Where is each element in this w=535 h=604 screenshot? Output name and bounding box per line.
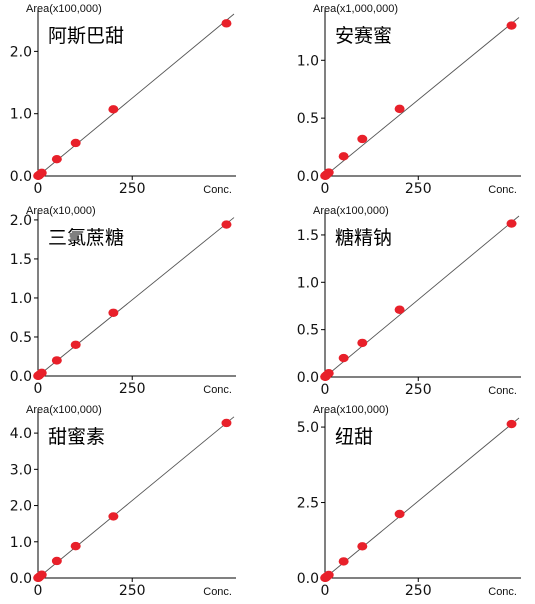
data-point	[36, 368, 47, 378]
fit-line	[324, 417, 520, 579]
fit-line	[37, 13, 235, 177]
y-tick-label: 1.5	[297, 228, 319, 244]
x-tick-label: 0	[321, 181, 330, 197]
y-tick-label: 2.0	[10, 499, 32, 515]
data-point	[506, 419, 517, 429]
y-tick-label: 1.0	[10, 535, 32, 551]
x-tick-label: 250	[119, 583, 146, 599]
data-point	[221, 19, 232, 28]
data-point	[108, 512, 119, 521]
data-point	[394, 104, 405, 114]
y-unit-label: Area(x100,000)	[26, 3, 102, 15]
y-tick-label: 0.0	[297, 370, 319, 386]
chart-title: 甜蜜素	[48, 426, 105, 448]
data-point	[221, 418, 232, 428]
x-tick-label: 0	[321, 583, 330, 599]
data-point	[51, 154, 62, 164]
y-tick-label: 4.0	[10, 426, 32, 442]
y-unit-label: Area(x100,000)	[26, 404, 102, 416]
data-point	[108, 308, 119, 317]
chart-title: 三氯蔗糖	[48, 227, 124, 249]
data-point	[338, 353, 349, 363]
x-tick-label: 250	[405, 181, 432, 197]
data-point	[338, 557, 349, 566]
y-tick-label: 0.5	[10, 330, 32, 346]
y-tick-label: 1.5	[10, 252, 32, 268]
data-point	[506, 21, 517, 30]
data-point	[357, 338, 368, 348]
x-tick-label: 250	[119, 181, 146, 197]
y-tick-label: 0.0	[10, 571, 32, 587]
fit-line	[324, 215, 520, 378]
y-tick-label: 0.0	[10, 169, 32, 185]
x-axis-label: Conc.	[203, 586, 232, 598]
data-point	[338, 152, 349, 161]
y-tick-label: 1.0	[297, 275, 319, 291]
y-tick-label: 1.0	[297, 53, 319, 69]
y-tick-label: 2.5	[297, 496, 319, 512]
chart-panel-3: Area(x10,000) 0.0 0.5 1.0 1.5 2.0 0 250 Conc. 三氯蔗…	[10, 205, 236, 397]
x-axis-label: Conc.	[203, 384, 232, 396]
chart-panel-1: Area(x100,000) 0.0 1.0 2.0 0 250 Conc. 阿斯巴甜	[10, 3, 236, 197]
chart-panel-2: Area(x1,000,000) 0.0 0.5 1.0 0 250 Conc. 安赛蜜	[297, 3, 521, 197]
chart-title: 安赛蜜	[335, 25, 392, 47]
data-point	[394, 305, 405, 314]
y-unit-label: Area(x1,000,000)	[313, 3, 398, 15]
x-tick-label: 0	[34, 181, 43, 197]
data-point	[506, 219, 517, 228]
fit-line	[37, 416, 235, 579]
chart-title: 糖精钠	[335, 227, 392, 249]
y-tick-label: 0.5	[297, 323, 319, 339]
data-point	[108, 105, 119, 114]
x-tick-label: 250	[405, 583, 432, 599]
x-tick-label: 0	[34, 583, 43, 599]
data-point	[70, 138, 81, 148]
x-tick-label: 0	[34, 381, 43, 397]
x-axis-label: Conc.	[488, 184, 517, 196]
data-point	[36, 168, 47, 178]
chart-panel-4: Area(x100,000) 0.0 0.5 1.0 1.5 0 250 Conc. 糖精钠	[297, 205, 521, 398]
data-point	[70, 541, 81, 551]
data-point	[70, 340, 81, 349]
data-point	[357, 542, 368, 551]
x-axis-label: Conc.	[203, 184, 232, 196]
chart-panel-6: Area(x100,000) 0.0 2.5 5.0 0 250 Conc. 纽甜	[297, 404, 521, 599]
data-point	[394, 509, 405, 519]
fit-line	[324, 17, 520, 177]
y-tick-label: 0.5	[297, 111, 319, 127]
y-tick-label: 0.0	[297, 169, 319, 185]
data-point	[323, 570, 334, 580]
y-tick-label: 3.0	[10, 462, 32, 478]
y-unit-label: Area(x100,000)	[313, 404, 389, 416]
y-tick-label: 2.0	[10, 213, 32, 229]
x-axis-label: Conc.	[488, 586, 517, 598]
chart-panel-5: Area(x100,000) 0.0 1.0 2.0 3.0 4.0 0 250 Conc. 甜蜜…	[10, 404, 236, 599]
data-point	[36, 570, 47, 579]
chart-title: 阿斯巴甜	[48, 25, 124, 47]
data-point	[221, 220, 232, 229]
y-unit-label: Area(x100,000)	[313, 205, 389, 217]
x-tick-label: 250	[405, 382, 432, 398]
data-point	[51, 356, 62, 365]
data-point	[323, 369, 334, 378]
data-point	[51, 556, 62, 566]
y-tick-label: 0.0	[10, 369, 32, 385]
y-tick-label: 2.0	[10, 44, 32, 60]
y-tick-label: 1.0	[10, 291, 32, 307]
x-axis-label: Conc.	[488, 385, 517, 397]
data-point	[323, 168, 334, 177]
chart-title: 纽甜	[335, 426, 373, 448]
x-tick-label: 0	[321, 382, 330, 398]
y-tick-label: 5.0	[297, 420, 319, 436]
fit-line	[37, 217, 235, 377]
x-tick-label: 250	[119, 381, 146, 397]
data-point	[357, 134, 368, 144]
y-tick-label: 1.0	[10, 107, 32, 123]
y-tick-label: 0.0	[297, 571, 319, 587]
y-unit-label: Area(x10,000)	[26, 205, 96, 217]
